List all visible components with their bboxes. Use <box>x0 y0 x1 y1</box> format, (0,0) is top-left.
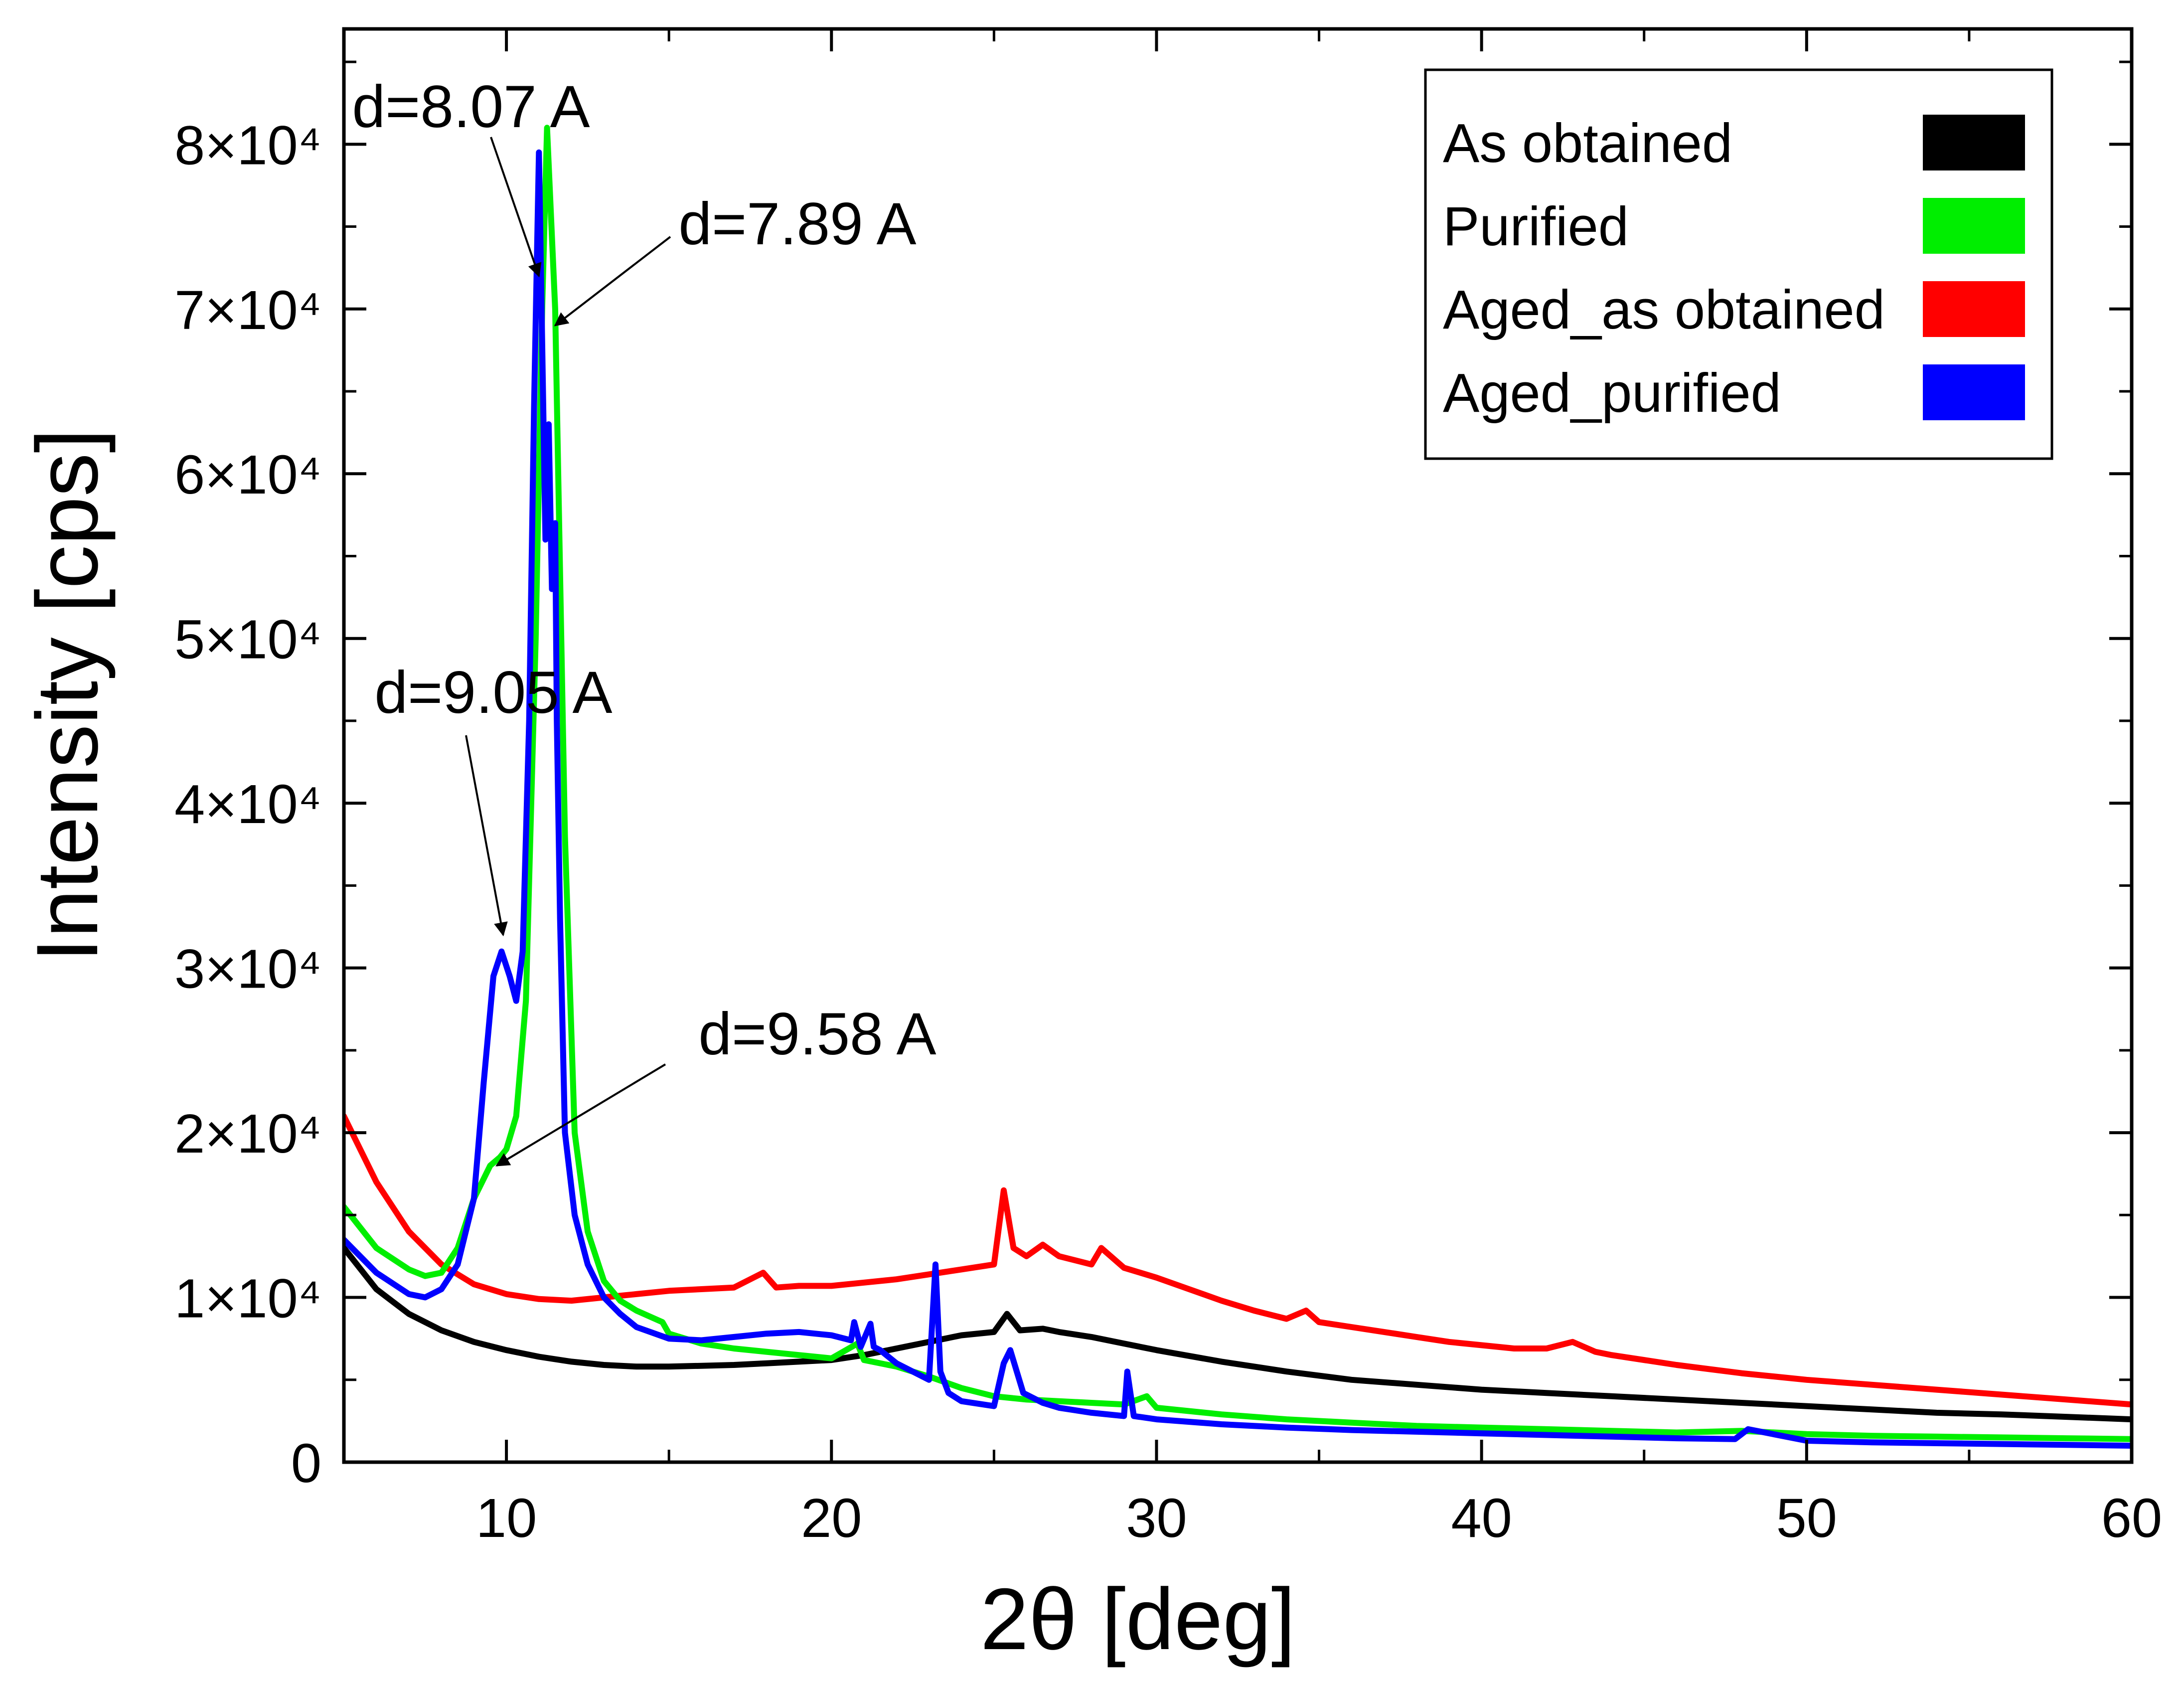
x-tick-label: 50 <box>1776 1488 1837 1549</box>
annotation-arrow <box>495 1063 666 1167</box>
annotation-arrow <box>554 236 671 327</box>
y-tick-label: 4×10⁴ <box>174 774 321 835</box>
x-tick-label: 30 <box>1126 1488 1187 1549</box>
y-tick-label: 1×10⁴ <box>174 1268 321 1330</box>
y-tick-label: 5×10⁴ <box>174 609 321 671</box>
x-tick-label: 20 <box>801 1488 862 1549</box>
annotation-arrow <box>465 735 508 937</box>
legend-swatch <box>1923 364 2025 420</box>
y-axis-ticks: 0 1×10⁴ 2×10⁴ 3×10⁴ 4×10⁴ 5×10⁴ 6×10⁴ 7×10⁴ 8×10… <box>174 60 2132 1494</box>
annotations: d=8.07 A d=7.89 A d=9.05 A d=9.58 A <box>352 73 936 1167</box>
series-line-2 <box>344 125 2132 1442</box>
y-tick-label: 6×10⁴ <box>174 444 321 505</box>
legend: As obtained Purified Aged_as obtained Aged_… <box>1424 68 2053 460</box>
x-tick-label: 40 <box>1451 1488 1512 1549</box>
y-tick-label: 0 <box>291 1433 321 1494</box>
legend-swatch <box>1923 115 2025 170</box>
x-tick-label: 10 <box>476 1488 537 1549</box>
annotation-arrow <box>490 137 542 278</box>
series-line-1 <box>344 1245 2132 1423</box>
legend-label: Purified <box>1443 196 1629 257</box>
series-layer <box>344 125 2132 1449</box>
annotation-label: d=8.07 A <box>352 73 590 140</box>
y-tick-label: 3×10⁴ <box>174 939 321 1000</box>
series-line-3 <box>344 1113 2132 1408</box>
legend-swatch <box>1923 198 2025 254</box>
y-axis-label: Intensity [cps] <box>19 429 116 962</box>
series-line-4 <box>344 149 2132 1449</box>
x-tick-label: 60 <box>2101 1488 2162 1549</box>
x-axis-label: 2θ [deg] <box>980 1571 1296 1668</box>
legend-label: As obtained <box>1443 113 1732 174</box>
plot-frame <box>342 27 2134 1464</box>
annotation-label: d=9.58 A <box>698 1001 936 1067</box>
legend-swatch <box>1923 281 2025 337</box>
annotation-label: d=9.05 A <box>374 659 612 726</box>
annotation-label: d=7.89 A <box>678 190 916 257</box>
x-axis-ticks: 10 20 30 40 50 60 <box>342 29 2162 1549</box>
legend-label: Aged_as obtained <box>1443 279 1885 340</box>
y-tick-label: 2×10⁴ <box>174 1103 321 1165</box>
y-tick-label: 8×10⁴ <box>174 115 321 176</box>
legend-label: Aged_purified <box>1443 362 1781 424</box>
y-tick-label: 7×10⁴ <box>174 280 321 341</box>
